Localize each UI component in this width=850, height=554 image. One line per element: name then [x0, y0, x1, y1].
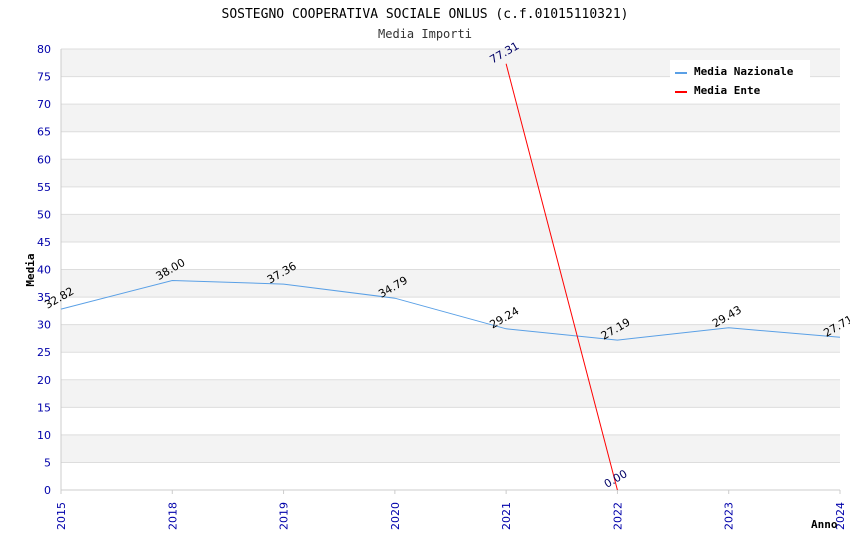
legend-label-media-nazionale: Media Nazionale — [694, 65, 794, 78]
x-tick-label: 2024 — [834, 502, 847, 530]
y-ticks: 0 5 10 15 20 25 30 35 40 45 50 55 60 65 70 75 80 — [37, 43, 51, 497]
data-label-media-ente: 0.00 — [602, 467, 630, 491]
y-tick-label: 55 — [37, 181, 51, 194]
legend-box — [670, 60, 810, 102]
y-tick-label: 45 — [37, 236, 51, 249]
data-label-media-nazionale: 32.82 — [42, 285, 76, 312]
grid-band — [61, 159, 840, 187]
chart-subtitle: Media Importi — [378, 27, 472, 41]
y-tick-label: 5 — [44, 456, 51, 469]
x-tick-label: 2018 — [166, 502, 179, 530]
y-tick-label: 25 — [37, 346, 51, 359]
x-axis-label: Anno — [811, 518, 838, 531]
x-tick-label: 2021 — [500, 502, 513, 530]
y-tick-label: 30 — [37, 319, 51, 332]
grid-band — [61, 214, 840, 242]
x-tick-label: 2019 — [278, 502, 291, 530]
legend-label-media-ente: Media Ente — [694, 84, 761, 97]
y-tick-label: 50 — [37, 208, 51, 221]
series-line-media-ente — [505, 63, 618, 491]
y-tick-label: 20 — [37, 374, 51, 387]
y-tick-label: 40 — [37, 264, 51, 277]
series-line-media-nazionale — [60, 279, 841, 341]
y-tick-label: 75 — [37, 71, 51, 84]
chart-title: SOSTEGNO COOPERATIVA SOCIALE ONLUS (c.f.… — [222, 7, 629, 22]
series-layer — [60, 63, 841, 491]
axes — [60, 49, 840, 491]
x-tick-label: 2023 — [723, 502, 736, 530]
grid-band — [61, 269, 840, 298]
x-ticks: 2015 2018 2019 2020 2021 2022 2023 2024 — [55, 490, 847, 530]
y-tick-label: 10 — [37, 429, 51, 442]
legend: Media Nazionale Media Ente — [670, 60, 810, 102]
y-tick-label: 60 — [37, 153, 51, 166]
y-tick-label: 0 — [44, 484, 51, 497]
x-tick-label: 2022 — [611, 502, 624, 530]
y-tick-label: 65 — [37, 126, 51, 139]
grid-bands — [61, 49, 840, 463]
x-tick-label: 2020 — [389, 502, 402, 530]
grid-band — [61, 324, 840, 353]
grid-band — [61, 104, 840, 132]
y-tick-label: 35 — [37, 291, 51, 304]
grid-band — [61, 379, 840, 408]
grid-band — [61, 434, 840, 463]
y-tick-label: 15 — [37, 401, 51, 414]
x-tick-label: 2015 — [55, 502, 68, 530]
y-axis-label: Media — [24, 253, 37, 286]
y-tick-label: 80 — [37, 43, 51, 56]
y-tick-label: 70 — [37, 98, 51, 111]
